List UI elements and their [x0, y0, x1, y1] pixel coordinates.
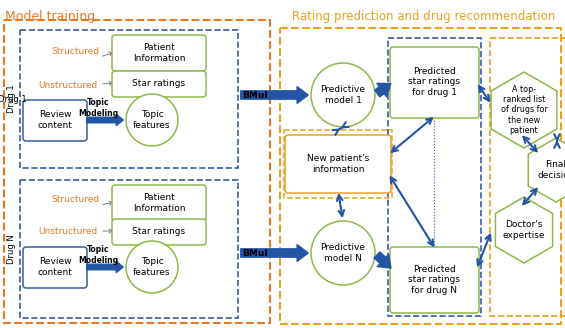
Text: Patient
Information: Patient Information	[133, 43, 185, 63]
Text: Topic
features: Topic features	[133, 110, 171, 130]
Text: Model training: Model training	[5, 10, 95, 23]
Text: Patient
Information: Patient Information	[133, 193, 185, 213]
Text: Doctor's
expertise: Doctor's expertise	[503, 220, 545, 240]
Text: Topic
Modeling: Topic Modeling	[78, 98, 118, 118]
Bar	[20, 30, 238, 168]
Text: Rating prediction and drug recommendation: Rating prediction and drug recommendatio…	[292, 10, 555, 23]
Bar	[284, 130, 392, 198]
Polygon shape	[528, 138, 565, 202]
FancyBboxPatch shape	[23, 247, 87, 288]
FancyBboxPatch shape	[285, 135, 391, 193]
Text: Predicted
star ratings
for drug N: Predicted star ratings for drug N	[408, 265, 460, 295]
FancyBboxPatch shape	[112, 219, 206, 245]
Text: Structured: Structured	[51, 195, 99, 204]
FancyBboxPatch shape	[112, 71, 206, 97]
Circle shape	[311, 63, 375, 127]
Text: Drug 1: Drug 1	[0, 94, 27, 104]
Bar	[490, 38, 565, 316]
Text: Review
content: Review content	[37, 110, 72, 130]
Bar	[280, 28, 561, 324]
Text: Star ratings: Star ratings	[132, 79, 185, 89]
Text: Predictive
model N: Predictive model N	[320, 243, 366, 263]
FancyBboxPatch shape	[390, 247, 479, 313]
Circle shape	[126, 94, 178, 146]
Bar	[388, 38, 481, 316]
Text: Final
decision: Final decision	[537, 160, 565, 180]
Text: Unstructured: Unstructured	[38, 80, 98, 90]
Text: Unstructured: Unstructured	[38, 228, 98, 236]
Text: BMul: BMul	[242, 91, 268, 99]
Text: Drug N: Drug N	[7, 234, 16, 264]
Text: Predicted
star ratings
for drug 1: Predicted star ratings for drug 1	[408, 67, 460, 97]
FancyBboxPatch shape	[390, 47, 479, 118]
FancyBboxPatch shape	[23, 100, 87, 141]
Polygon shape	[496, 197, 553, 263]
Bar	[20, 180, 238, 318]
Text: Structured: Structured	[51, 48, 99, 56]
Circle shape	[126, 241, 178, 293]
Text: Topic
features: Topic features	[133, 257, 171, 277]
Text: Drug 1: Drug 1	[7, 85, 16, 113]
Text: BMul: BMul	[242, 249, 268, 257]
FancyBboxPatch shape	[112, 35, 206, 71]
Text: Star ratings: Star ratings	[132, 228, 185, 236]
Text: Review
content: Review content	[37, 257, 72, 277]
FancyBboxPatch shape	[112, 185, 206, 221]
Circle shape	[311, 221, 375, 285]
Text: Topic
Modeling: Topic Modeling	[78, 245, 118, 265]
Text: Predictive
model 1: Predictive model 1	[320, 85, 366, 105]
Text: A top-
ranked list
of drugs for
the new
patient: A top- ranked list of drugs for the new …	[501, 85, 547, 135]
Bar	[4, 20, 270, 323]
Text: New patient's
information: New patient's information	[307, 154, 369, 174]
Polygon shape	[491, 72, 557, 148]
